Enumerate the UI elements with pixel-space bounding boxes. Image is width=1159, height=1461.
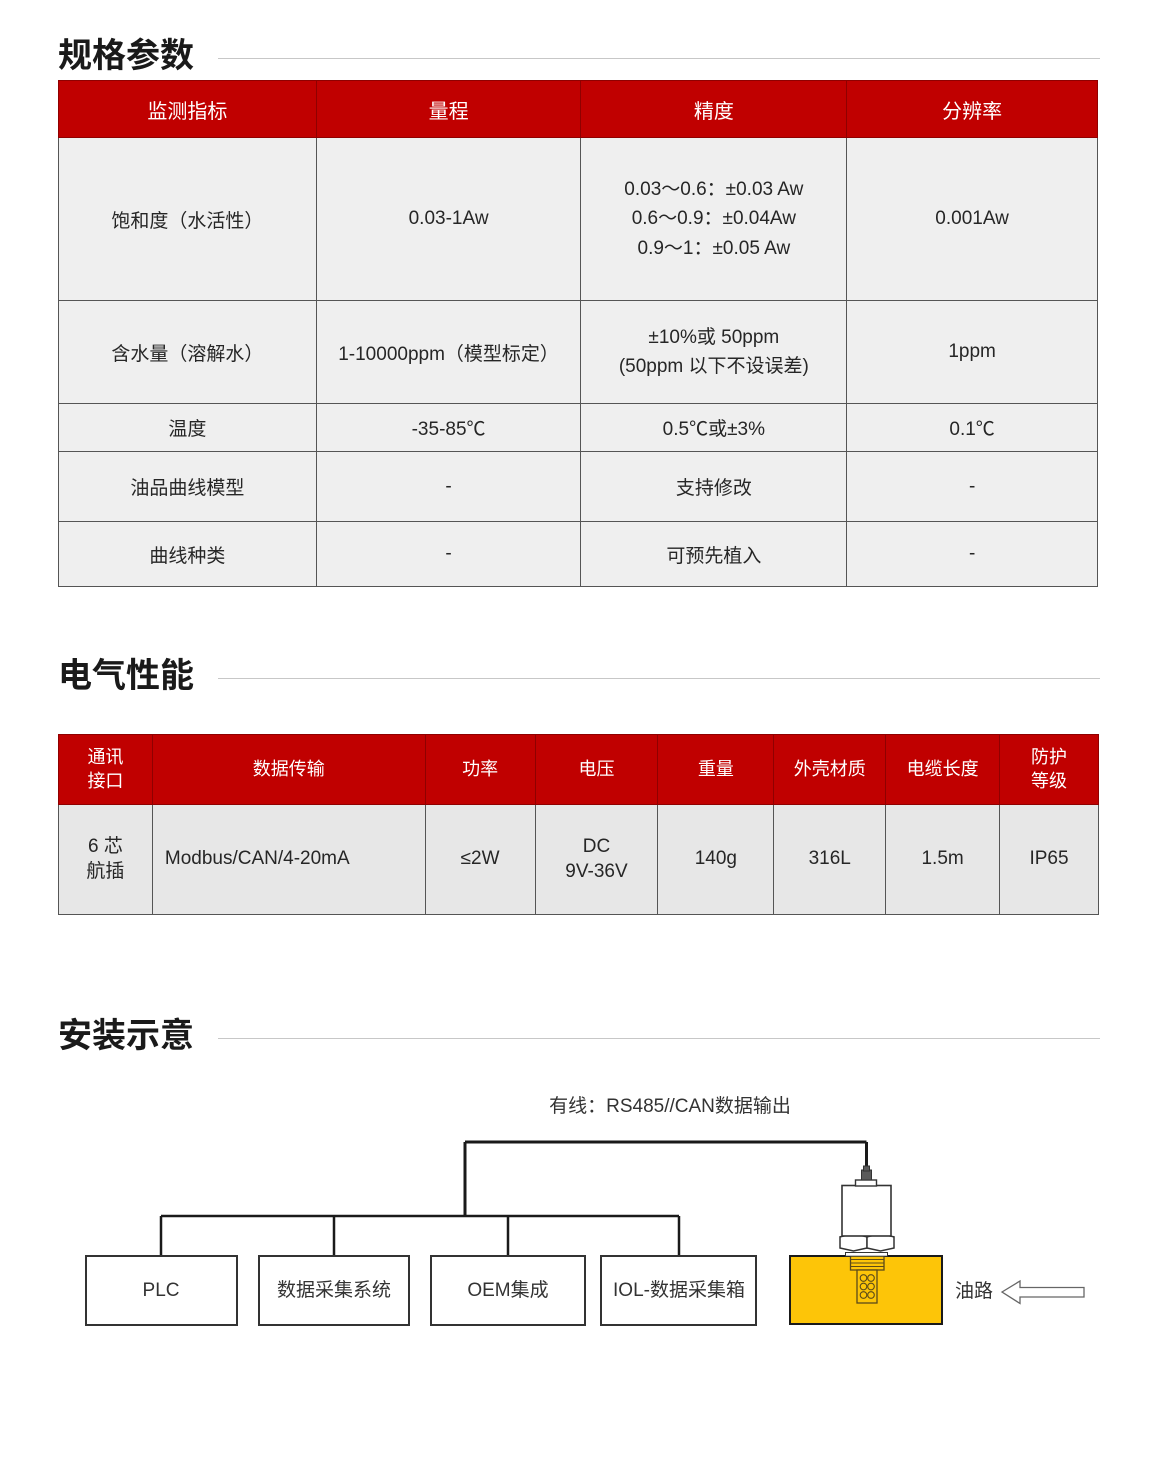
svg-text:IOL-数据采集箱: IOL-数据采集箱 <box>613 1279 745 1301</box>
svg-text:数据采集系统: 数据采集系统 <box>277 1279 391 1301</box>
svg-text:有线：RS485//CAN数据输出: 有线：RS485//CAN数据输出 <box>549 1095 791 1117</box>
svg-text:油路: 油路 <box>955 1280 993 1302</box>
svg-text:OEM集成: OEM集成 <box>467 1279 548 1301</box>
svg-text:PLC: PLC <box>143 1280 180 1301</box>
